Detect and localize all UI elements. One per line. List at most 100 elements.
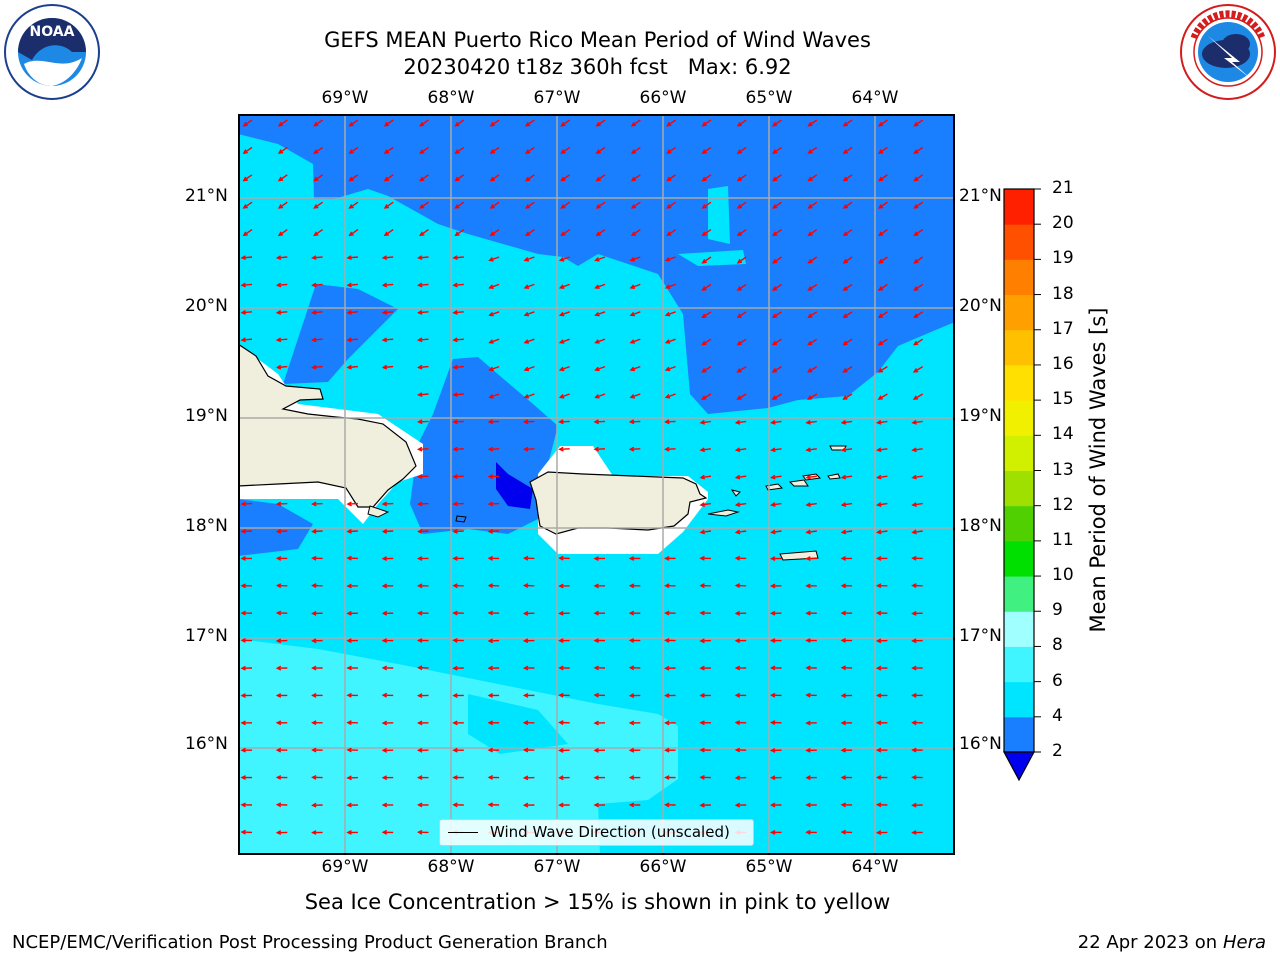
wave-direction-arrowhead — [346, 255, 352, 261]
wave-direction-arrowhead — [699, 774, 705, 780]
wave-direction-arrowhead — [381, 282, 388, 288]
wave-direction-arrow — [702, 229, 712, 236]
wave-direction-arrow — [877, 502, 888, 506]
wave-direction-arrow — [453, 420, 464, 423]
wave-direction-arrowhead — [419, 176, 425, 182]
wave-direction-arrowhead — [452, 364, 458, 370]
wave-direction-arrowhead — [275, 693, 282, 698]
wave-direction-arrowhead — [275, 501, 282, 507]
wave-direction-arrowhead — [558, 638, 564, 644]
wave-direction-arrowhead — [416, 610, 423, 616]
wave-direction-arrow — [277, 311, 288, 314]
wave-direction-arrowhead — [452, 282, 458, 288]
wave-direction-arrow — [383, 338, 394, 341]
wave-direction-arrowhead — [734, 747, 741, 753]
wave-direction-arrowhead — [381, 255, 388, 261]
wave-direction-arrowhead — [628, 802, 635, 808]
colorbar-tick-label: 4 — [1052, 705, 1063, 726]
wave-direction-arrowhead — [664, 394, 671, 399]
wave-direction-arrow — [525, 201, 535, 209]
wave-direction-arrowhead — [736, 176, 743, 182]
wave-direction-arrowhead — [240, 720, 246, 726]
wave-direction-arrow — [772, 338, 782, 346]
wave-direction-arrowhead — [381, 501, 388, 507]
wave-direction-arrow — [347, 311, 358, 314]
wave-direction-arrowhead — [734, 529, 741, 535]
wave-direction-arrowhead — [911, 830, 917, 835]
wave-direction-arrowhead — [240, 501, 246, 507]
wave-direction-arrow — [914, 201, 924, 209]
wave-direction-arrowhead — [452, 255, 458, 261]
wave-direction-arrowhead — [877, 286, 884, 291]
wave-direction-arrowhead — [771, 286, 778, 291]
colorbar-title: Mean Period of Wind Waves [s] — [1086, 307, 1110, 633]
wave-direction-arrow — [631, 119, 641, 127]
lon-label-bottom: 64°W — [851, 857, 899, 877]
wave-direction-arrowhead — [275, 720, 282, 726]
wave-direction-arrowhead — [558, 446, 564, 452]
wave-direction-arrowhead — [877, 204, 884, 209]
wave-direction-arrow — [524, 420, 535, 423]
wave-direction-arrow — [596, 146, 606, 154]
wave-direction-arrow — [877, 448, 888, 451]
wave-direction-arrowhead — [452, 775, 458, 780]
wave-direction-arrow — [277, 502, 288, 505]
wave-direction-arrowhead — [630, 149, 637, 154]
lat-label-left: 17°N — [185, 626, 228, 646]
colorbar-tick-label: 9 — [1052, 600, 1063, 621]
wave-direction-arrow — [241, 256, 253, 259]
wave-direction-arrowhead — [522, 446, 529, 452]
wave-direction-arrowhead — [664, 637, 670, 643]
wave-direction-arrow — [630, 393, 641, 399]
wave-direction-arrow — [561, 201, 571, 209]
wave-direction-arrowhead — [805, 692, 811, 698]
wave-direction-arrowhead — [840, 747, 847, 753]
wave-direction-arrowhead — [311, 830, 317, 835]
wave-direction-arrowhead — [416, 419, 423, 425]
wave-direction-arrowhead — [419, 149, 425, 154]
wave-direction-arrow — [772, 174, 782, 182]
wave-direction-arrowhead — [734, 720, 741, 726]
wave-direction-arrowhead — [840, 775, 847, 781]
sea-ice-note: Sea Ice Concentration > 15% is shown in … — [304, 890, 891, 914]
lon-label-top: 67°W — [533, 88, 581, 108]
wave-direction-arrowhead — [275, 337, 282, 343]
wave-direction-arrowhead — [769, 556, 776, 562]
wave-direction-arrow — [806, 502, 817, 506]
map-gridlines — [238, 114, 955, 855]
wave-direction-arrowhead — [807, 340, 813, 346]
wave-direction-arrowhead — [311, 528, 317, 534]
wave-direction-arrow — [737, 311, 747, 318]
wave-direction-arrowhead — [769, 747, 776, 753]
wave-direction-arrowhead — [912, 395, 919, 400]
wave-direction-arrow — [347, 283, 358, 286]
wave-direction-arrowhead — [416, 337, 423, 343]
virgin-gorda-island — [827, 473, 841, 480]
wave-direction-arrowhead — [346, 720, 352, 726]
wave-direction-arrowhead — [452, 720, 458, 726]
svg-text:NOAA: NOAA — [30, 24, 75, 40]
wave-direction-arrowhead — [346, 364, 352, 370]
wave-period-2-4-north-region — [238, 114, 955, 414]
hispaniola-islet — [367, 505, 390, 518]
wave-direction-arrowhead — [416, 474, 423, 480]
wave-direction-arrowhead — [877, 231, 884, 237]
wave-direction-arrowhead — [487, 474, 494, 480]
wave-direction-arrowhead — [419, 231, 425, 237]
colorbar-swatch — [1004, 470, 1034, 507]
wave-direction-arrow — [277, 530, 288, 533]
wave-direction-arrow — [878, 283, 888, 291]
wave-direction-arrowhead — [805, 802, 811, 808]
wave-direction-arrowhead — [771, 395, 777, 400]
lon-label-bottom: 69°W — [321, 857, 369, 877]
wave-direction-arrow — [808, 338, 818, 346]
wave-direction-arrowhead — [416, 583, 423, 589]
wave-direction-arrow — [843, 146, 853, 154]
lat-label-right: 19°N — [959, 406, 1002, 426]
wave-direction-arrowhead — [664, 610, 670, 616]
lon-label-top: 64°W — [851, 88, 899, 108]
wave-direction-arrow — [667, 174, 676, 182]
wave-direction-arrow — [912, 420, 923, 424]
wave-direction-arrowhead — [842, 286, 848, 291]
wave-direction-arrowhead — [311, 692, 317, 698]
